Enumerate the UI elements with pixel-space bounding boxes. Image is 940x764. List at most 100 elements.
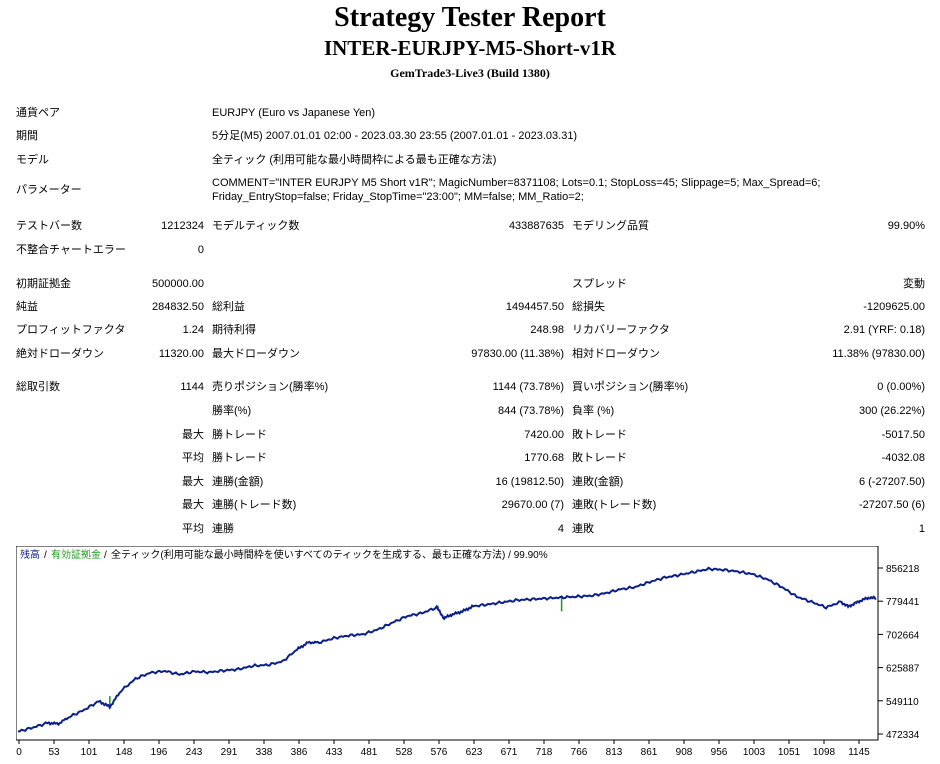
largest-loss-label: 敗トレード [572,429,627,441]
x-tick-label: 101 [81,747,98,758]
recovery-factor-value: 2.91 (YRF: 0.18) [843,324,925,336]
avg-loss-value: -4032.08 [881,452,925,464]
legend-balance: 残高 [20,548,40,561]
legend-sep-1: / [44,550,47,561]
y-tick-label: 625887 [886,664,920,675]
gross-profit-label: 総利益 [212,301,245,313]
win-rate-value: 844 (73.78%) [497,405,564,417]
x-tick-label: 1051 [778,747,801,758]
avg-cons-losses-label: 連敗 [572,523,594,535]
x-tick-label: 766 [571,747,588,758]
x-tick-label: 528 [396,747,413,758]
x-tick-label: 671 [501,747,518,758]
legend-model-text: 全ティック(利用可能な最小時間枠を使いすべてのティックを生成する、最も正確な方法… [111,548,548,561]
max-cons-wins-value: 16 (19812.50) [495,476,565,488]
x-tick-label: 1003 [743,747,766,758]
model-label: モデル [16,154,49,166]
loss-rate-value: 300 (26.22%) [858,405,925,417]
x-tick-label: 481 [361,747,378,758]
x-tick-label: 291 [221,747,238,758]
spread-label: スプレッド [572,278,627,290]
avg-win-value: 1770.68 [524,452,564,464]
legend-margin: 有効証拠金 [51,548,101,561]
ticks-value: 433887635 [508,220,564,232]
avg-cons-wins-label: 連勝 [212,523,234,535]
y-tick-label: 472334 [886,730,920,741]
y-tick-label: 549110 [886,697,919,708]
legend-sep-2: / [104,550,107,561]
recovery-factor-label: リカバリーファクタ [572,324,670,336]
y-tick-label: 779441 [886,597,920,608]
x-tick-label: 53 [48,747,60,758]
x-tick-label: 338 [256,747,273,758]
server-build: GemTrade3-Live3 (Build 1380) [390,66,550,80]
x-axis: 0 53 101 148 196 243 291 338 386 433 481 528 576 623 6… [16,740,870,758]
y-tick-label: 702664 [886,630,920,641]
deposit-label: 初期証拠金 [16,278,71,290]
largest-win-value: 7420.00 [524,429,564,441]
period-value: 5分足(M5) 2007.01.01 02:00 - 2023.03.30 23… [212,130,578,142]
abs-drawdown-value: 11320.00 [158,348,204,360]
mismatch-value: 0 [197,244,204,256]
max-cons-loss-value: -27207.50 (6) [858,499,925,511]
deposit-value: 500000.00 [152,278,204,290]
params-line-1: COMMENT="INTER EURJPY M5 Short v1R"; Mag… [212,177,821,189]
long-positions-value: 0 (0.00%) [877,381,925,393]
total-trades-label: 総取引数 [16,381,60,393]
x-tick-label: 243 [186,747,203,758]
avg-label-1: 平均 [182,452,204,464]
gross-profit-value: 1494457.50 [505,301,564,313]
ticks-label: モデルティック数 [212,220,300,232]
max-cons-profit-label: 連勝(トレード数) [212,499,297,511]
max-drawdown-label: 最大ドローダウン [212,348,300,360]
x-tick-label: 718 [536,747,553,758]
x-tick-label: 908 [676,747,693,758]
quality-value: 99.90% [887,220,925,232]
avg-loss-label: 敗トレード [572,452,627,464]
largest-loss-value: -5017.50 [881,429,925,441]
bars-value: 1212324 [161,220,204,232]
gross-loss-value: -1209625.00 [863,301,925,313]
max-cons-profit-value: 29670.00 (7) [501,499,564,511]
x-tick-label: 813 [606,747,623,758]
quality-label: モデリング品質 [572,220,649,232]
long-positions-label: 買いポジション(勝率%) [572,381,689,393]
plot-area [16,546,879,741]
max-label-2: 最大 [182,476,204,488]
net-profit-value: 284832.50 [152,301,204,313]
pair-value: EURJPY (Euro vs Japanese Yen) [212,107,376,119]
pair-label: 通貨ペア [16,107,60,119]
avg-cons-wins-value: 4 [557,523,564,535]
y-axis: 856218 779441 702664 625887 549110 472334 [878,564,920,741]
short-positions-value: 1144 (73.78%) [492,381,564,393]
period-label: 期間 [16,130,38,142]
avg-win-label: 勝トレード [212,452,267,464]
profit-factor-value: 1.24 [182,324,204,336]
max-cons-loss-label: 連敗(トレード数) [572,499,657,511]
model-value: 全ティック (利用可能な最小時間枠による最も正確な方法) [212,154,497,166]
x-tick-label: 861 [641,747,658,758]
rel-drawdown-value: 11.38% (97830.00) [832,348,925,360]
x-tick-label: 196 [151,747,168,758]
avg-cons-losses-value: 1 [918,523,925,535]
bars-label: テストバー数 [16,220,82,232]
max-label-3: 最大 [182,499,204,511]
win-rate-label: 勝率(%) [212,405,252,417]
x-tick-label: 1098 [813,747,836,758]
abs-drawdown-label: 絶対ドローダウン [16,348,104,360]
params-label: パラメーター [16,184,82,196]
profit-factor-label: プロフィットファクタ [16,324,126,336]
expected-payoff-label: 期待利得 [212,324,256,336]
largest-win-label: 勝トレード [212,429,267,441]
x-tick-label: 386 [291,747,308,758]
x-tick-label: 623 [466,747,483,758]
report-subtitle: INTER-EURJPY-M5-Short-v1R [323,36,617,60]
x-tick-label: 956 [711,747,728,758]
max-drawdown-value: 97830.00 (11.38%) [471,348,564,360]
balance-chart: 残高 / 有効証拠金 / 全ティック(利用可能な最小時間枠を使いすべてのティック… [16,546,920,758]
max-label-1: 最大 [182,429,204,441]
report-title: Strategy Tester Report [334,2,606,33]
x-tick-label: 1145 [848,747,870,758]
avg-label-2: 平均 [182,523,204,535]
balance-line [17,566,877,733]
